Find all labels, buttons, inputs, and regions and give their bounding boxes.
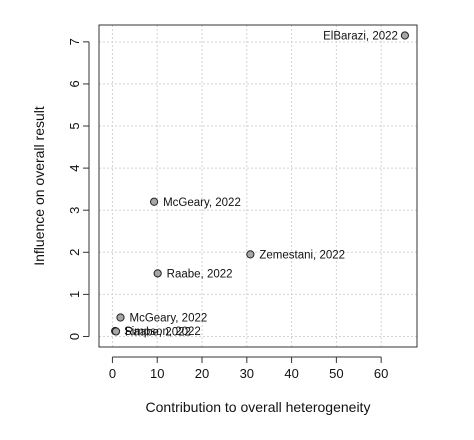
- y-tick-label: 0: [67, 333, 82, 340]
- y-tick-label: 3: [67, 207, 82, 214]
- point-label: Zemestani, 2022: [259, 249, 345, 261]
- plot-area-frame: [98, 24, 418, 348]
- y-tick-label: 7: [67, 38, 82, 45]
- y-tick-label: 2: [67, 249, 82, 256]
- axes: 0 10 20 30 40 50 60 0 1 2 3 4 5 6 7: [67, 38, 388, 381]
- y-tick-label: 4: [67, 164, 82, 171]
- point-label: Simpson, 2022: [124, 326, 201, 338]
- x-tick-label: 60: [374, 366, 388, 381]
- data-point: [111, 327, 121, 336]
- data-point: [149, 197, 159, 206]
- x-tick-label: 0: [109, 366, 116, 381]
- y-tick-label: 1: [67, 291, 82, 298]
- x-axis-title: Contribution to overall heterogeneity: [146, 399, 371, 415]
- data-point: [400, 31, 410, 40]
- x-tick-label: 10: [150, 366, 164, 381]
- x-tick-label: 50: [329, 366, 343, 381]
- point-label: McGeary, 2022: [129, 313, 207, 325]
- x-tick-label: 20: [195, 366, 209, 381]
- point-label: ElBarazi, 2022: [323, 31, 398, 43]
- data-point: [246, 250, 255, 259]
- point-label: McGeary, 2022: [163, 197, 241, 209]
- y-tick-label: 6: [67, 80, 82, 87]
- data-points: ElBarazi, 2022 McGeary, 2022 Zemestani, 20…: [111, 31, 410, 338]
- point-label: Raabe, 2022: [167, 268, 233, 280]
- point-label: Raabe, 2022: [125, 326, 191, 338]
- x-tick-label: 30: [240, 366, 254, 381]
- x-tick-label: 40: [284, 366, 298, 381]
- data-point: [116, 313, 125, 322]
- data-point: [153, 269, 162, 278]
- grid: [99, 25, 417, 347]
- y-tick-label: 5: [67, 122, 82, 129]
- y-axis-title: Influence on overall result: [31, 106, 47, 266]
